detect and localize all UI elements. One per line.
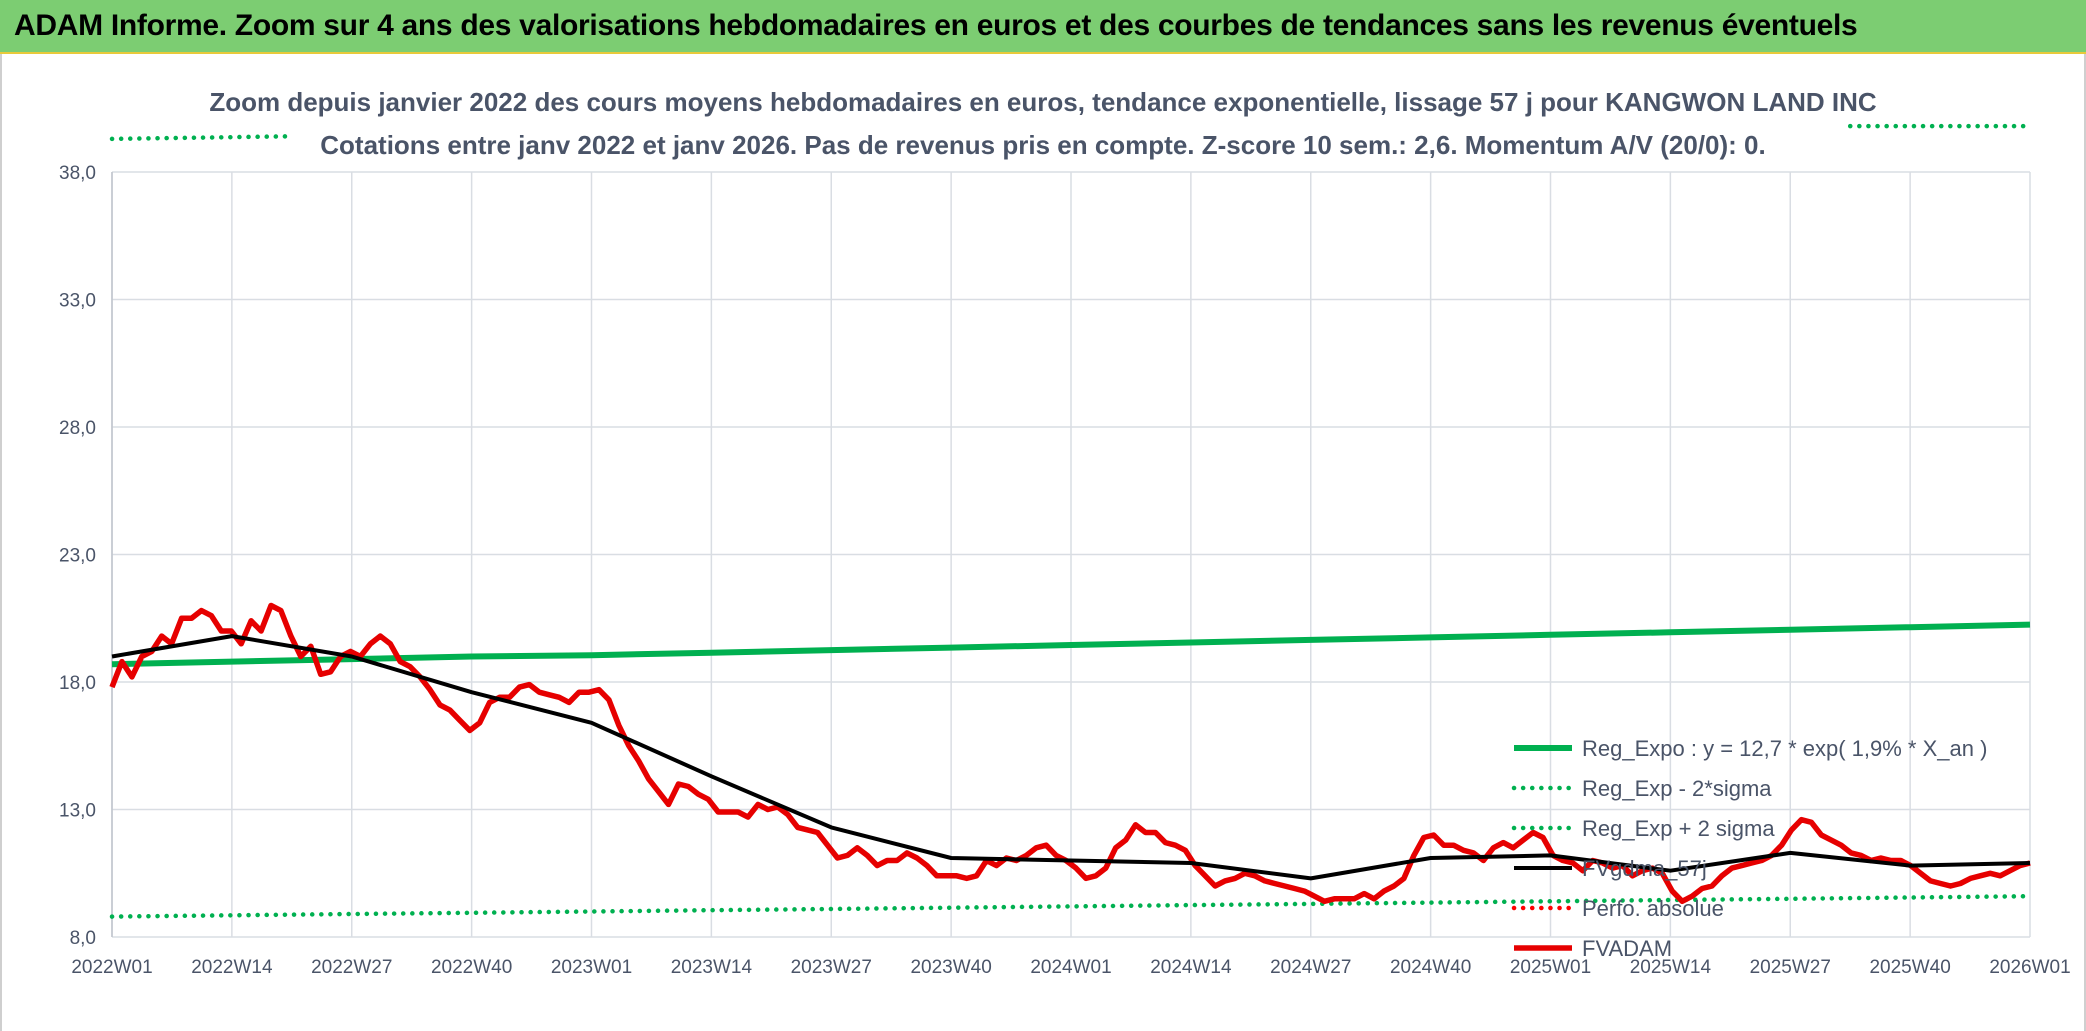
header-bar: ADAM Informe. Zoom sur 4 ans des valoris… [0,0,2086,54]
x-tick-label: 2024W27 [1270,957,1351,978]
legend-label-fvadam: FVADAM [1582,936,1672,961]
x-tick-label: 2022W27 [311,957,392,978]
x-tick-label: 2024W40 [1390,957,1471,978]
legend-label-fvgdma-57j: FVgdma_57j [1582,856,1707,881]
series-group [109,123,2033,919]
chart-frame: Zoom depuis janvier 2022 des cours moyen… [0,54,2086,1031]
y-axis: 8,0 13,0 18,0 23,0 28,0 33,0 38,0 [59,163,96,949]
chart-title-line1: Zoom depuis janvier 2022 des cours moyen… [209,87,1877,117]
legend-label-reg-expo-y-12-7-exp-1-9-x-an: Reg_Expo : y = 12,7 * exp( 1,9% * X_an ) [1582,736,1987,761]
y-tick-label: 38,0 [59,163,96,184]
x-axis: 2022W01 2022W14 2022W27 2022W40 2023W01 2023W… [71,957,2070,978]
x-tick-label: 2025W27 [1750,957,1831,978]
y-tick-label: 13,0 [59,801,96,822]
x-tick-label: 2023W01 [551,957,632,978]
x-tick-label: 2024W14 [1150,957,1232,978]
x-tick-label: 2022W01 [71,957,152,978]
y-tick-label: 28,0 [59,418,96,439]
report-title: ADAM Informe. Zoom sur 4 ans des valoris… [14,9,1858,42]
y-tick-label: 8,0 [70,928,96,949]
series-line-reg-expo-y-12-7-exp-1-9-x-an [111,621,2031,668]
chart: Zoom depuis janvier 2022 des cours moyen… [59,87,2071,978]
y-tick-label: 18,0 [59,673,96,694]
grid [111,171,2031,938]
x-tick-label: 2025W40 [1869,957,1950,978]
series-line-reg-exp-2-sigma [109,134,295,142]
x-tick-label: 2025W01 [1510,957,1591,978]
y-tick-label: 23,0 [59,546,96,567]
legend-label-perfo-absolue: Perfo. absolue [1582,896,1724,921]
x-tick-label: 2023W14 [671,957,753,978]
x-tick-label: 2023W27 [791,957,872,978]
legend: Reg_Expo : y = 12,7 * exp( 1,9% * X_an )… [1511,736,1987,961]
x-tick-label: 2024W01 [1030,957,1111,978]
x-tick-label: 2022W40 [431,957,512,978]
chart-title-line2: Cotations entre janv 2022 et janv 2026. … [320,130,1765,160]
series-line-fvadam [109,602,2031,905]
x-tick-label: 2023W40 [910,957,991,978]
legend-label-reg-exp-2-sigma: Reg_Exp + 2 sigma [1582,816,1775,841]
legend-label-reg-exp-2-sigma: Reg_Exp - 2*sigma [1582,776,1772,801]
x-tick-label: 2025W14 [1630,957,1712,978]
series-line-fvgdma-57j [111,634,2031,881]
series-line-reg-exp-2-sigma [109,893,2033,919]
x-tick-label: 2026W01 [1989,957,2070,978]
x-tick-label: 2022W14 [191,957,273,978]
y-tick-label: 33,0 [59,291,96,312]
